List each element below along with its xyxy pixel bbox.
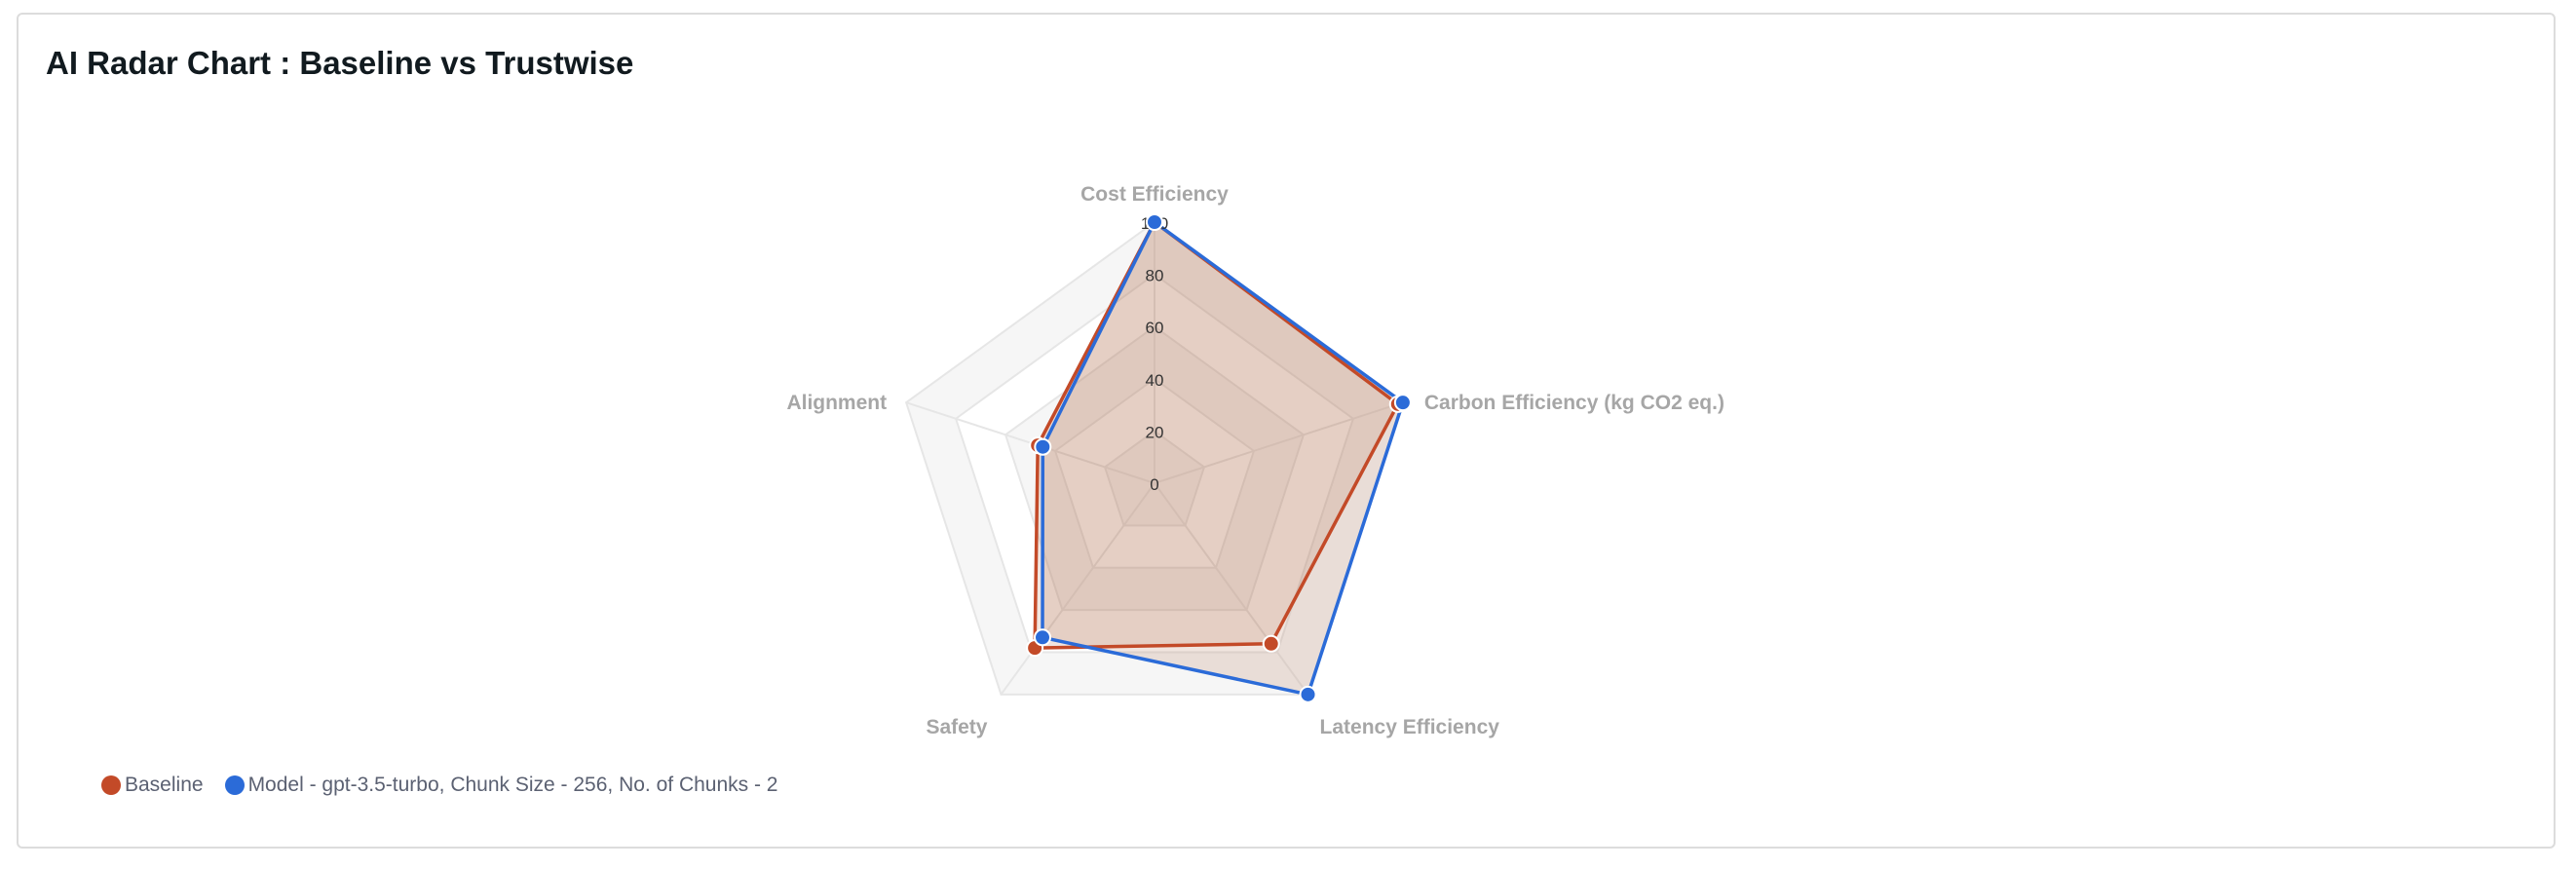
data-point xyxy=(1034,437,1052,456)
data-point xyxy=(1034,628,1052,647)
indicator-label: Safety xyxy=(926,716,987,738)
chart-title: AI Radar Chart : Baseline vs Trustwise xyxy=(46,45,634,81)
tick-label: 40 xyxy=(1146,371,1164,390)
baseline-legend-dot-icon xyxy=(101,775,121,795)
legend-item-model[interactable]: Model - gpt-3.5-turbo, Chunk Size - 256,… xyxy=(224,774,778,797)
tick-label: 0 xyxy=(1150,475,1158,494)
legend-label: Baseline xyxy=(125,774,204,796)
tick-label: 60 xyxy=(1146,319,1164,337)
series-line xyxy=(1033,220,1400,650)
data-point xyxy=(1262,634,1280,653)
data-point xyxy=(1299,685,1317,703)
data-point xyxy=(1146,213,1163,231)
tick-label: 20 xyxy=(1146,423,1164,441)
indicator-label: Latency Efficiency xyxy=(1320,716,1500,738)
legend-label: Model - gpt-3.5-turbo, Chunk Size - 256,… xyxy=(247,774,778,796)
indicator-label: Cost Efficiency xyxy=(1080,183,1229,206)
series-area xyxy=(1035,222,1398,649)
series-line xyxy=(1041,220,1405,697)
model-legend-dot-icon xyxy=(224,775,245,795)
axis-line xyxy=(1000,482,1155,696)
tick-label: 80 xyxy=(1146,267,1164,285)
legend: Baseline Model - gpt-3.5-turbo, Chunk Si… xyxy=(101,774,800,797)
data-point xyxy=(1393,394,1412,412)
axis-line xyxy=(1154,482,1309,696)
legend-item-baseline[interactable]: Baseline xyxy=(101,774,204,797)
indicator-label: Carbon Efficiency (kg CO2 eq.) xyxy=(1424,392,1724,414)
axis-line xyxy=(1154,401,1404,484)
indicator-label: Alignment xyxy=(786,392,887,414)
chart-card xyxy=(17,13,2556,849)
